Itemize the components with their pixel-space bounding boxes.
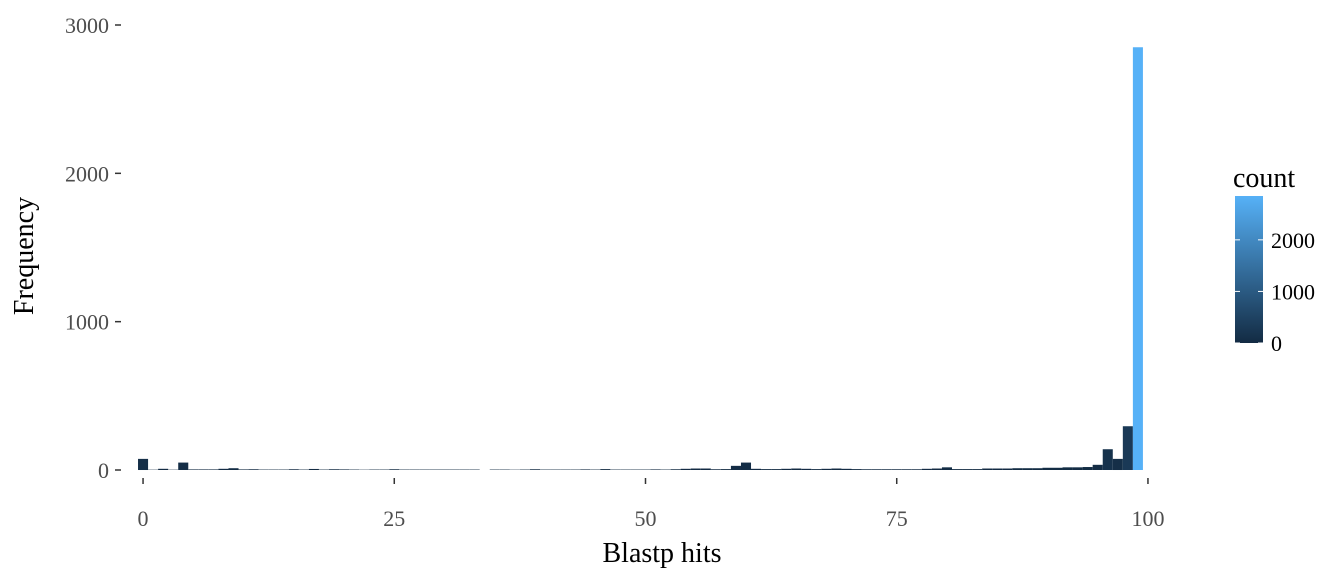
histogram-bar (248, 469, 259, 470)
histogram-bar (138, 458, 149, 471)
histogram-bar (1062, 467, 1073, 470)
histogram-bar (911, 469, 922, 470)
histogram-bar (851, 469, 862, 470)
histogram-bar (1072, 467, 1083, 470)
histogram-bar (771, 469, 782, 470)
histogram-bar (1042, 467, 1053, 470)
legend: count 0 1000 2000 (1233, 163, 1315, 356)
histogram-bar (1092, 464, 1103, 470)
x-tick-label: 75 (886, 506, 908, 531)
histogram-bar (1012, 468, 1023, 470)
y-tick-label: 0 (98, 458, 109, 483)
histogram-bar (841, 468, 852, 470)
x-tick-label: 25 (383, 506, 405, 531)
histogram-bar (158, 468, 169, 470)
histogram-bar (751, 468, 762, 470)
y-axis-title: Frequency (9, 197, 40, 315)
histogram-bar (931, 468, 942, 470)
histogram-bar (1082, 467, 1093, 470)
legend-colorbar (1235, 196, 1263, 343)
x-tick-label: 100 (1131, 506, 1164, 531)
histogram-bar (389, 469, 400, 470)
histogram-bar (1032, 468, 1043, 470)
histogram-bar (921, 468, 932, 470)
legend-ticks: 0 1000 2000 (1235, 228, 1315, 356)
histogram-bar (580, 469, 591, 470)
histogram-bar (901, 469, 912, 470)
histogram-bar (720, 469, 731, 470)
histogram-bar (982, 468, 993, 470)
histogram-bar (680, 468, 691, 470)
x-tick-label: 50 (635, 506, 657, 531)
histogram-bar (811, 469, 822, 470)
histogram-bar (1102, 449, 1113, 470)
x-tick-label: 0 (138, 506, 149, 531)
x-axis-title: Blastp hits (602, 538, 721, 569)
histogram-bar (208, 469, 219, 470)
histogram-bar (992, 468, 1003, 470)
histogram-bar (650, 469, 661, 470)
histogram-bar (339, 469, 350, 470)
histogram-bar (1002, 468, 1013, 470)
histogram-bar (710, 469, 721, 470)
histogram-bar (218, 468, 229, 470)
histogram-bar (891, 469, 902, 470)
histogram-bar (861, 469, 872, 470)
histogram-bar (328, 469, 340, 470)
legend-tick-label: 1000 (1271, 279, 1315, 304)
histogram-bar (178, 462, 189, 470)
legend-title: count (1233, 163, 1295, 194)
histogram-bar (198, 469, 209, 470)
bars-layer (138, 47, 1143, 471)
histogram-bar (791, 468, 802, 470)
y-tick-label: 3000 (65, 13, 109, 38)
histogram-bar (1132, 47, 1143, 470)
histogram-bar (871, 469, 882, 470)
histogram-bar (600, 469, 611, 470)
histogram-bar (1122, 426, 1133, 470)
histogram-bar (941, 467, 952, 470)
histogram-bar (228, 468, 239, 470)
histogram-bar (962, 469, 973, 470)
histogram-bar (801, 468, 812, 470)
histogram-bar (690, 468, 701, 470)
histogram-bar (831, 468, 842, 470)
histogram-bar (288, 469, 299, 470)
histogram-bar (308, 468, 319, 470)
histogram-bar (952, 469, 963, 470)
legend-tick-label: 2000 (1271, 228, 1315, 253)
y-tick-label: 1000 (65, 310, 109, 335)
histogram-bar (1052, 467, 1063, 470)
histogram-bar (740, 462, 752, 470)
histogram-bar (972, 469, 983, 470)
histogram-bar (670, 469, 681, 470)
histogram-bar (881, 469, 892, 470)
histogram-bar (238, 469, 249, 470)
histogram-bar (781, 468, 792, 470)
y-tick-label: 2000 (65, 161, 109, 186)
histogram-bar (730, 465, 741, 470)
y-axis: 0 1000 2000 3000 (65, 13, 121, 483)
histogram-bar (1112, 458, 1123, 471)
histogram-bar (761, 469, 772, 470)
x-axis: 0 25 50 75 100 (138, 478, 1164, 531)
legend-tick-label: 0 (1271, 331, 1282, 356)
histogram-bar (188, 469, 199, 470)
histogram-bar (700, 468, 711, 470)
histogram-bar (1022, 468, 1033, 470)
histogram-bar (529, 469, 540, 470)
histogram-bar (821, 468, 832, 470)
